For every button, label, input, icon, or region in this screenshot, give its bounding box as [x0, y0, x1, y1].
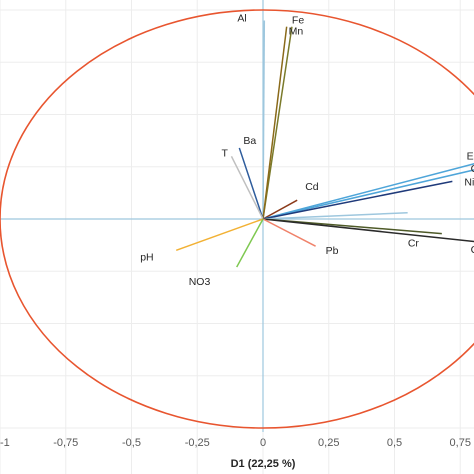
x-tick-labels: -1 -0,75 -0,5 -0,25 0 0,25 0,5 0,75 — [0, 437, 471, 449]
label-mn: Mn — [289, 26, 304, 38]
vector-c — [262, 218, 474, 243]
label-cd: Cd — [305, 181, 319, 193]
vector-al — [262, 20, 266, 220]
label-ni: Ni — [464, 176, 474, 188]
label-c: C — [471, 163, 474, 175]
x-axis-title: D1 (22,25 %) — [231, 458, 296, 470]
vector-e — [262, 163, 474, 220]
vector-ni — [262, 180, 453, 220]
vector-c — [262, 169, 474, 220]
label-fe: Fe — [292, 15, 304, 27]
label-al: Al — [237, 12, 246, 24]
correlation-circle-layer — [0, 9, 474, 429]
correlation-circle — [0, 9, 474, 429]
vector-unlabeled — [262, 211, 408, 220]
label-ph: pH — [140, 251, 153, 263]
x-tick-label: 0,75 — [450, 437, 471, 449]
vector-pb — [262, 218, 316, 247]
vector-mn — [262, 26, 288, 220]
label-cr: Cr — [408, 238, 420, 250]
x-tick-label: -0,5 — [122, 437, 141, 449]
variable-vectors — [175, 20, 474, 268]
x-tick-label: -0,25 — [185, 437, 210, 449]
vector-ba — [238, 147, 264, 220]
zero-axes — [0, 0, 474, 432]
label-pb: Pb — [326, 245, 339, 257]
x-tick-label: -1 — [0, 437, 10, 449]
x-tick-label: 0 — [260, 437, 266, 449]
x-tick-label: 0,25 — [318, 437, 339, 449]
label-e: E. — [467, 151, 474, 163]
label-no3: NO3 — [189, 276, 211, 288]
label-t: T — [221, 147, 228, 159]
vector-fe — [262, 26, 293, 220]
vector-t — [230, 155, 264, 220]
x-tick-label: -0,75 — [53, 437, 78, 449]
x-tick-label: 0,5 — [387, 437, 402, 449]
label-ba: Ba — [243, 135, 256, 147]
vector-ph — [175, 218, 264, 252]
vector-cd — [262, 199, 298, 220]
label-c: C — [471, 244, 474, 256]
vector-no3 — [236, 218, 264, 268]
